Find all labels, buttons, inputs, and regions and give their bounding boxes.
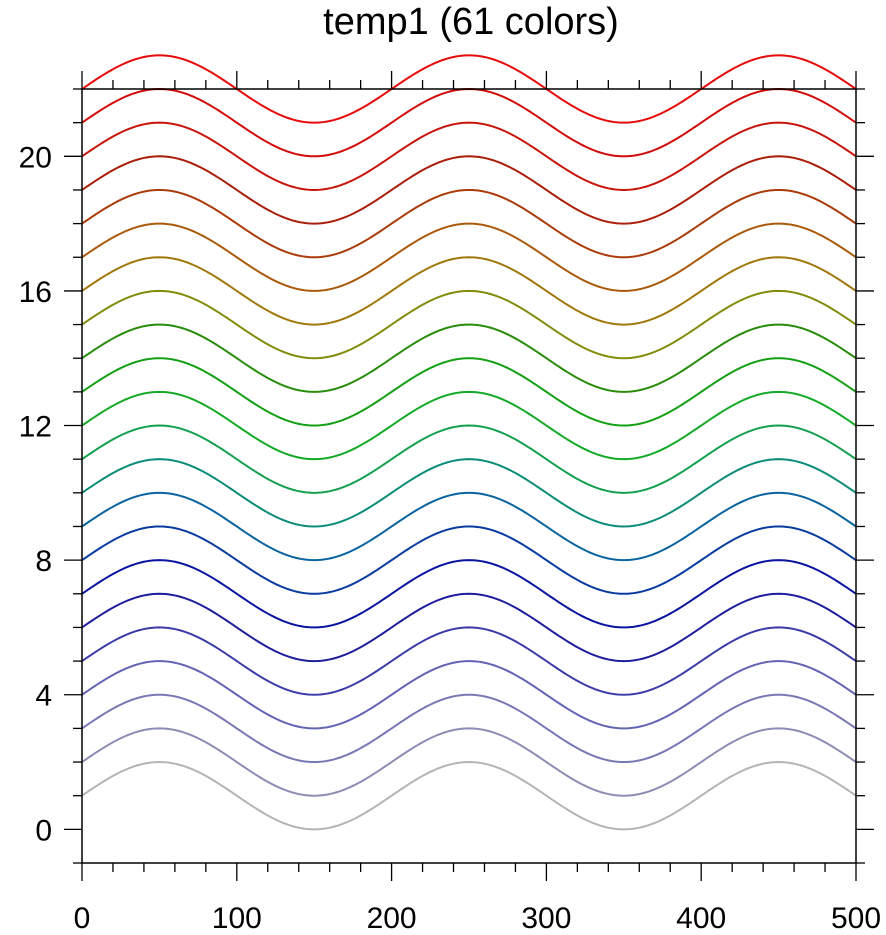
series-line-19 <box>81 155 857 225</box>
y-tick-label: 8 <box>35 545 52 578</box>
series-line-20 <box>81 121 857 191</box>
axis-ticks <box>64 71 874 881</box>
series-line-4 <box>81 660 857 730</box>
y-tick-label: 0 <box>35 814 52 847</box>
series-line-3 <box>81 693 857 764</box>
series-line-16 <box>81 256 857 326</box>
series-line-11 <box>81 424 857 494</box>
series-line-5 <box>81 626 857 696</box>
x-tick-label: 200 <box>367 902 417 935</box>
series-line-12 <box>81 390 857 461</box>
series-line-14 <box>81 323 857 393</box>
x-tick-label: 400 <box>676 902 726 935</box>
plot-frame <box>81 88 857 864</box>
series-line-18 <box>81 188 857 259</box>
y-tick-label: 16 <box>19 276 52 309</box>
series-line-10 <box>81 458 857 528</box>
y-tick-label: 4 <box>35 680 52 713</box>
series-line-6 <box>81 592 857 663</box>
y-tick-label: 12 <box>19 411 52 444</box>
series-line-8 <box>81 525 857 595</box>
series-line-22 <box>81 54 857 124</box>
series-line-2 <box>81 727 857 797</box>
x-tick-label: 100 <box>212 902 262 935</box>
series-group <box>81 54 857 831</box>
series-line-1 <box>81 761 857 831</box>
x-tick-label: 500 <box>831 902 881 935</box>
series-line-9 <box>81 491 857 562</box>
series-line-7 <box>81 559 857 629</box>
series-line-15 <box>81 289 857 360</box>
chart-title: temp1 (61 colors) <box>323 1 619 43</box>
x-tick-label: 0 <box>74 902 91 935</box>
series-line-17 <box>81 222 857 292</box>
x-tick-label: 300 <box>521 902 571 935</box>
tick-labels: 0 100 200 300 400 500 0 4 8 12 16 20 <box>19 141 881 935</box>
y-tick-label: 20 <box>19 141 52 174</box>
series-line-13 <box>81 357 857 427</box>
